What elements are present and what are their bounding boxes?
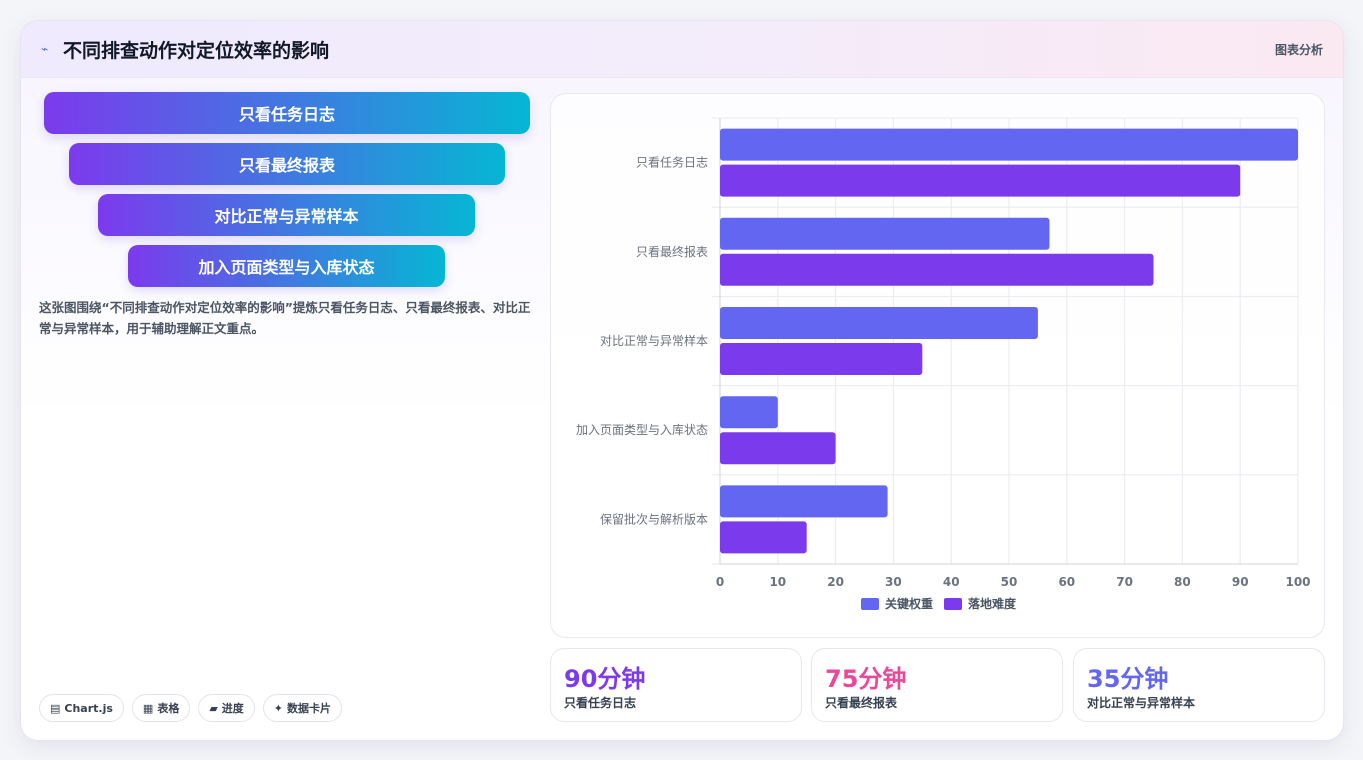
y-tick-label: 只看最终报表 [636, 244, 708, 259]
bar [720, 343, 923, 375]
chip-label: 表格 [157, 702, 180, 715]
main-card: ⌁ 不同排查动作对定位效率的影响 图表分析 只看任务日志 只看最终报表 对比正常… [20, 20, 1344, 741]
sparkle-icon: ✦ [273, 701, 284, 715]
x-tick-label: 30 [885, 575, 902, 589]
x-tick-label: 80 [1174, 575, 1191, 589]
bar [720, 307, 1038, 339]
stat-card-2: 75分钟 只看最终报表 [811, 648, 1063, 722]
stat-card-1: 90分钟 只看任务日志 [550, 648, 802, 722]
chip-table[interactable]: ▦ 表格 [131, 694, 191, 722]
stat-label: 对比正常与异常样本 [1087, 696, 1196, 710]
bar [720, 253, 1154, 286]
x-tick-label: 0 [716, 575, 724, 589]
chart-icon: ▤ [50, 701, 61, 715]
funnel-step-3: 对比正常与异常样本 [98, 194, 475, 236]
legend-swatch [944, 598, 962, 610]
description-text: 这张图围绕“不同排查动作对定位效率的影响”提炼只看任务日志、只看最终报表、对比正… [39, 300, 531, 336]
y-tick-label: 只看任务日志 [636, 155, 708, 170]
legend-label: 关键权重 [885, 596, 933, 611]
chip-data-card[interactable]: ✦ 数据卡片 [262, 694, 343, 722]
bar [720, 521, 807, 554]
funnel-step-4: 加入页面类型与入库状态 [128, 245, 445, 287]
stat-value: 35分钟 [1087, 665, 1169, 693]
x-tick-label: 20 [827, 575, 844, 589]
page-title: 不同排查动作对定位效率的影响 [63, 40, 330, 62]
chip-label: 数据卡片 [287, 702, 332, 715]
bar [720, 432, 836, 465]
header: ⌁ 不同排查动作对定位效率的影响 图表分析 [21, 21, 1343, 78]
chart-analysis-tag: 图表分析 [1274, 43, 1323, 57]
chip-label: Chart.js [64, 701, 113, 715]
bar [720, 217, 1050, 250]
y-tick-label: 对比正常与异常样本 [600, 333, 708, 348]
legend-swatch [861, 598, 879, 610]
stat-card-3: 35分钟 对比正常与异常样本 [1073, 648, 1325, 722]
bar [720, 485, 888, 518]
funnel-step-1: 只看任务日志 [44, 92, 530, 134]
y-tick-label: 保留批次与解析版本 [600, 511, 708, 526]
x-tick-label: 100 [1285, 575, 1310, 589]
chip-row: ▤ Chart.js ▦ 表格 ▰ 进度 ✦ 数据卡片 [39, 694, 343, 722]
stat-value: 90分钟 [564, 665, 646, 693]
bar [720, 128, 1298, 161]
chip-label: 进度 [221, 702, 244, 715]
chart-panel: 0 10 20 30 40 50 60 70 80 90 100 只看任务日志 只看最终报表对比正常与异… [550, 93, 1325, 638]
x-tick-label: 70 [1116, 575, 1133, 589]
bar [720, 396, 778, 429]
chart-line-icon: ⌁ [41, 42, 49, 56]
chip-progress[interactable]: ▰ 进度 [198, 694, 255, 722]
y-tick-label: 加入页面类型与入库状态 [576, 422, 708, 437]
chip-chartjs[interactable]: ▤ Chart.js [39, 694, 124, 722]
stat-label: 只看任务日志 [564, 696, 637, 710]
x-tick-label: 60 [1058, 575, 1075, 589]
stat-label: 只看最终报表 [825, 696, 898, 710]
funnel-step-2: 只看最终报表 [69, 143, 505, 185]
x-tick-label: 50 [1001, 575, 1018, 589]
table-icon: ▦ [142, 701, 154, 715]
x-tick-label: 10 [769, 575, 786, 589]
bar [720, 164, 1241, 197]
x-tick-label: 40 [943, 575, 960, 589]
x-tick-label: 90 [1232, 575, 1249, 589]
bar-chart: 0 10 20 30 40 50 60 70 80 90 100 只看任务日志只看最终报表对比正常与异… [576, 117, 1311, 611]
progress-icon: ▰ [209, 701, 218, 715]
stat-value: 75分钟 [825, 665, 907, 693]
legend-label: 落地难度 [968, 596, 1017, 611]
